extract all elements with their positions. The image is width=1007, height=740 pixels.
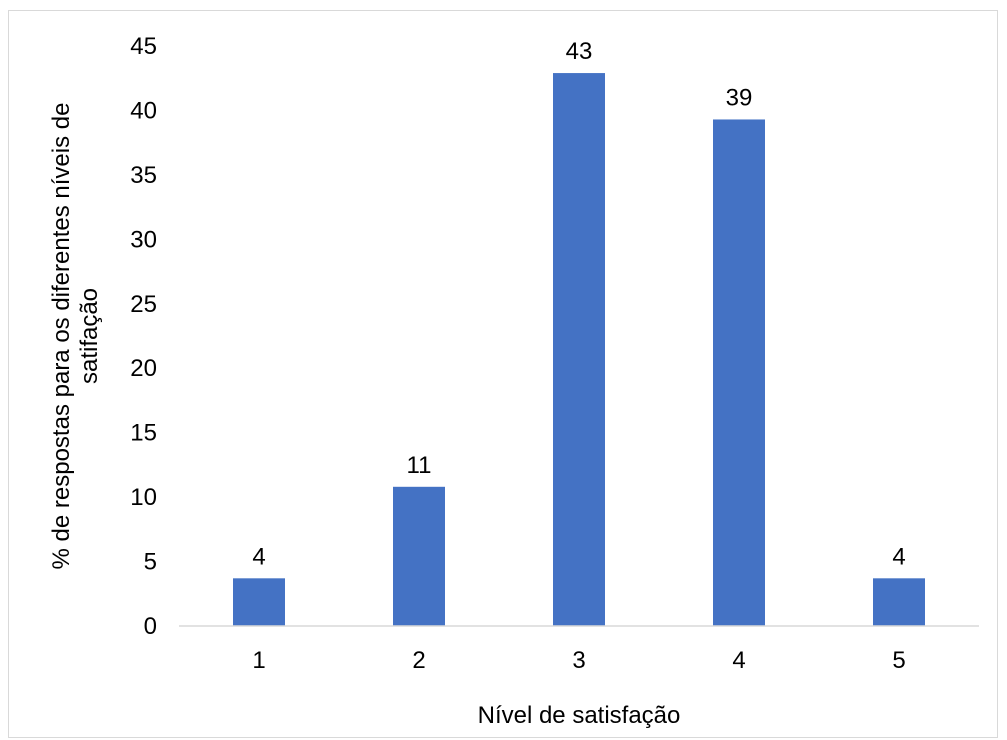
x-tick-label: 2 bbox=[412, 647, 425, 674]
x-tick-label: 3 bbox=[572, 647, 585, 674]
data-labels: 4 11 43 39 4 bbox=[252, 38, 905, 570]
bar bbox=[713, 119, 765, 626]
y-axis-title: % de respostas para os diferentes níveis… bbox=[48, 103, 103, 570]
x-tick-label: 5 bbox=[892, 647, 905, 674]
x-tick-label: 1 bbox=[252, 647, 265, 674]
y-axis-title-line: % de respostas para os diferentes níveis… bbox=[48, 103, 75, 570]
y-tick-label: 5 bbox=[144, 549, 157, 576]
bar-data-label: 4 bbox=[892, 543, 905, 570]
y-tick-label: 45 bbox=[130, 33, 157, 60]
y-axis-ticks: 0 5 10 15 20 25 30 35 40 45 bbox=[130, 33, 157, 640]
y-tick-label: 40 bbox=[130, 97, 157, 124]
y-axis-title-line: satifação bbox=[76, 288, 103, 384]
bar-data-label: 43 bbox=[566, 38, 593, 65]
x-axis-ticks: 1 2 3 4 5 bbox=[252, 647, 905, 674]
bar bbox=[233, 578, 285, 626]
bar-data-label: 4 bbox=[252, 543, 265, 570]
y-tick-label: 30 bbox=[130, 226, 157, 253]
bar-data-label: 39 bbox=[726, 84, 753, 111]
bar bbox=[873, 578, 925, 626]
y-tick-label: 0 bbox=[144, 613, 157, 640]
y-tick-label: 10 bbox=[130, 484, 157, 511]
bar-data-label: 11 bbox=[407, 452, 432, 479]
bar bbox=[553, 73, 605, 627]
bars bbox=[233, 73, 925, 627]
x-axis-title: Nível de satisfação bbox=[478, 702, 681, 729]
y-tick-label: 35 bbox=[130, 162, 157, 189]
x-tick-label: 4 bbox=[732, 647, 745, 674]
y-tick-label: 20 bbox=[130, 355, 157, 382]
bar bbox=[393, 486, 445, 626]
y-tick-label: 15 bbox=[130, 420, 157, 447]
y-tick-label: 25 bbox=[130, 291, 157, 318]
